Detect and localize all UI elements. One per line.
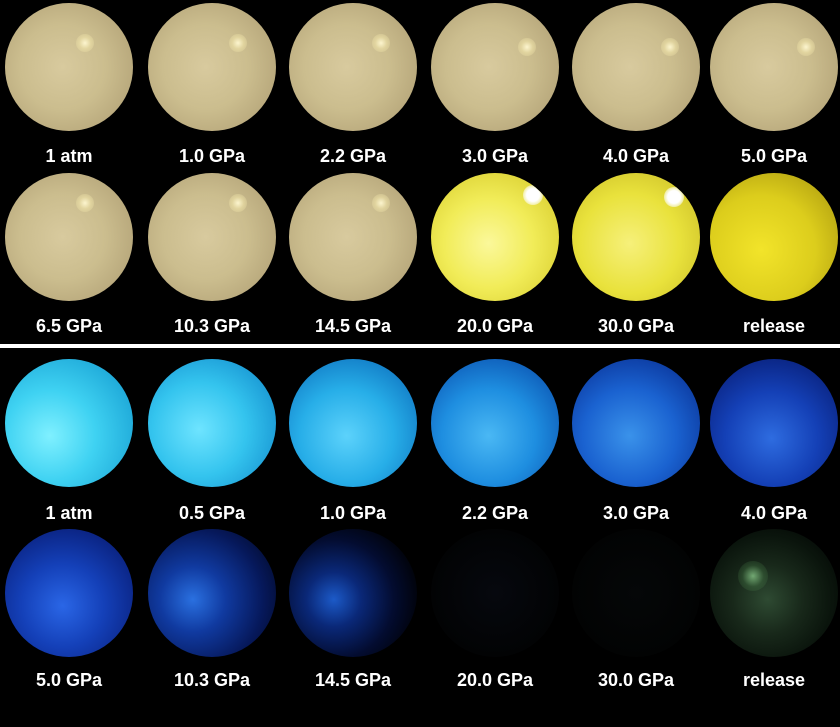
brightfield-sample-image	[710, 173, 838, 301]
fluorescence-sample-image	[289, 529, 417, 657]
brightfield-sample-image	[289, 173, 417, 301]
pressure-label: 1 atm	[45, 503, 93, 523]
fluorescence-sample-image	[431, 359, 559, 487]
pressure-label: 10.3 GPa	[173, 670, 251, 690]
fluorescence-sample-image	[148, 359, 276, 487]
pressure-label: 2.2 GPa	[319, 146, 387, 166]
bubble-highlight	[372, 194, 390, 212]
brightfield-cell: 20.0 GPa	[430, 170, 560, 336]
bubble-highlight	[372, 34, 390, 52]
fluorescence-cell: 2.2 GPa	[430, 356, 560, 523]
pressure-label: 3.0 GPa	[461, 146, 529, 166]
fluorescence-sample-image	[572, 529, 700, 657]
bubble-highlight	[664, 187, 684, 207]
pressure-label: 20.0 GPa	[456, 670, 534, 690]
pressure-label: 5.0 GPa	[35, 670, 103, 690]
bubble-highlight	[229, 34, 247, 52]
fluorescence-cell: 30.0 GPa	[571, 526, 701, 691]
pressure-label: 3.0 GPa	[602, 503, 670, 523]
brightfield-cell: 3.0 GPa	[430, 0, 560, 166]
brightfield-cell: 5.0 GPa	[709, 0, 839, 166]
pressure-label: 2.2 GPa	[461, 503, 529, 523]
bubble-highlight	[76, 194, 94, 212]
fluorescence-cell: 20.0 GPa	[430, 526, 560, 691]
brightfield-cell: release	[709, 170, 839, 336]
brightfield-cell: 14.5 GPa	[288, 170, 418, 336]
fluorescence-sample-image	[710, 529, 838, 657]
brightfield-cell: 30.0 GPa	[571, 170, 701, 336]
pressure-label: 6.5 GPa	[35, 316, 103, 336]
fluorescence-sample-image	[572, 359, 700, 487]
bubble-highlight	[76, 34, 94, 52]
brightfield-sample-image	[5, 173, 133, 301]
bubble-highlight	[229, 194, 247, 212]
fluorescence-cell: 5.0 GPa	[4, 526, 134, 691]
panel-separator	[0, 344, 840, 348]
bubble-highlight	[523, 185, 543, 205]
pressure-label: 5.0 GPa	[740, 146, 808, 166]
brightfield-sample-image	[289, 3, 417, 131]
brightfield-sample-image	[148, 173, 276, 301]
pressure-label: 1 atm	[45, 146, 93, 166]
brightfield-cell: 1.0 GPa	[147, 0, 277, 166]
fluorescence-cell: release	[709, 526, 839, 691]
pressure-label: 20.0 GPa	[456, 316, 534, 336]
fluorescence-cell: 0.5 GPa	[147, 356, 277, 523]
pressure-label: 30.0 GPa	[597, 670, 675, 690]
fluorescence-sample-image	[5, 359, 133, 487]
brightfield-sample-image	[431, 173, 559, 301]
bubble-highlight	[661, 38, 679, 56]
fluorescence-cell: 10.3 GPa	[147, 526, 277, 691]
fluorescence-cell: 1.0 GPa	[288, 356, 418, 523]
pressure-label: release	[742, 670, 806, 690]
fluorescence-cell: 4.0 GPa	[709, 356, 839, 523]
pressure-label: release	[742, 316, 806, 336]
fluorescence-sample-image	[148, 529, 276, 657]
brightfield-sample-image	[572, 3, 700, 131]
brightfield-sample-image	[431, 3, 559, 131]
brightfield-cell: 1 atm	[4, 0, 134, 166]
pressure-label: 4.0 GPa	[602, 146, 670, 166]
brightfield-sample-image	[148, 3, 276, 131]
fluorescence-sample-image	[5, 529, 133, 657]
bubble-highlight	[797, 38, 815, 56]
fluorescence-sample-image	[431, 529, 559, 657]
pressure-label: 14.5 GPa	[314, 670, 392, 690]
fluorescence-cell: 14.5 GPa	[288, 526, 418, 691]
bubble-highlight	[518, 38, 536, 56]
green-speckle	[738, 561, 768, 591]
pressure-label: 4.0 GPa	[740, 503, 808, 523]
fluorescence-cell: 1 atm	[4, 356, 134, 523]
pressure-label: 30.0 GPa	[597, 316, 675, 336]
brightfield-cell: 10.3 GPa	[147, 170, 277, 336]
pressure-label: 0.5 GPa	[178, 503, 246, 523]
brightfield-cell: 6.5 GPa	[4, 170, 134, 336]
brightfield-sample-image	[572, 173, 700, 301]
brightfield-cell: 2.2 GPa	[288, 0, 418, 166]
pressure-label: 10.3 GPa	[173, 316, 251, 336]
pressure-label: 1.0 GPa	[178, 146, 246, 166]
fluorescence-sample-image	[710, 359, 838, 487]
fluorescence-cell: 3.0 GPa	[571, 356, 701, 523]
pressure-label: 1.0 GPa	[319, 503, 387, 523]
pressure-label: 14.5 GPa	[314, 316, 392, 336]
brightfield-sample-image	[710, 3, 838, 131]
fluorescence-sample-image	[289, 359, 417, 487]
brightfield-sample-image	[5, 3, 133, 131]
brightfield-cell: 4.0 GPa	[571, 0, 701, 166]
